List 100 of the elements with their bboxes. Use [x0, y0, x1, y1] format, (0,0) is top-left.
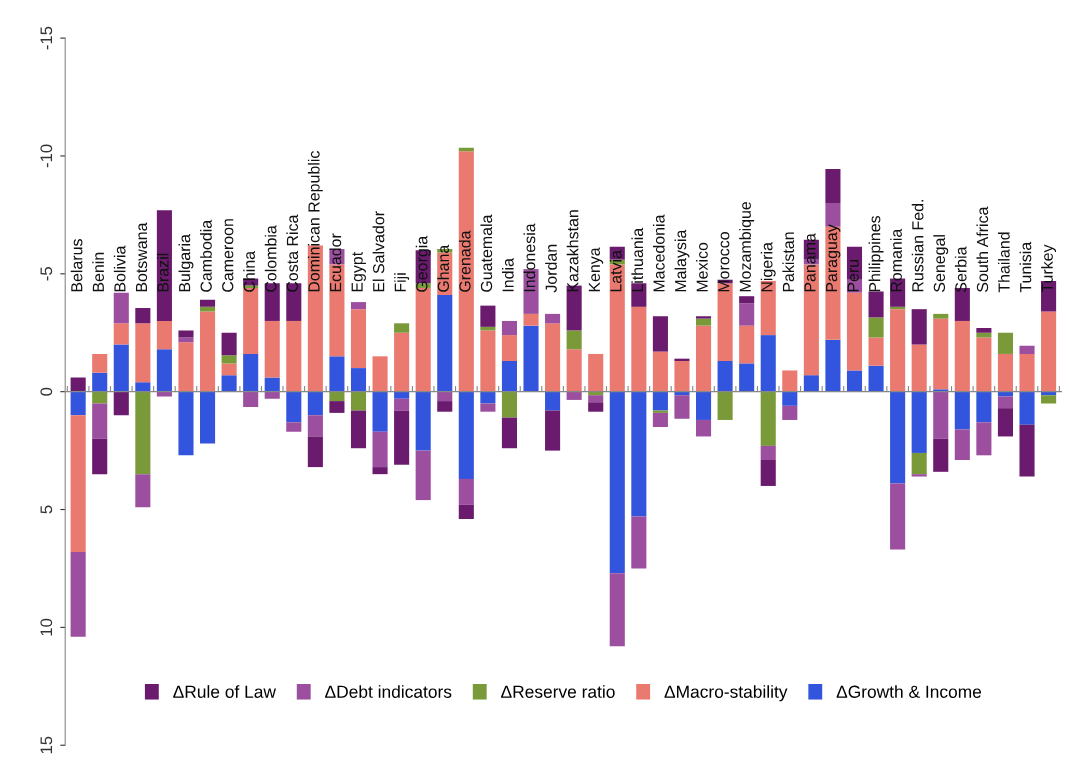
bar	[394, 323, 410, 333]
x-tick-label: Pakistan	[782, 232, 795, 292]
bar	[695, 419, 712, 437]
bar	[717, 391, 733, 420]
x-tick-label: Panama	[804, 233, 816, 292]
bar	[652, 391, 668, 411]
bar	[135, 474, 151, 508]
bar	[156, 320, 172, 350]
bar	[350, 309, 367, 369]
bar	[394, 391, 410, 399]
bar	[135, 323, 151, 383]
bar	[286, 422, 302, 432]
bar	[695, 391, 712, 420]
y-tick-label: 0	[40, 387, 53, 396]
x-tick-label: China	[243, 250, 255, 292]
bar	[609, 391, 625, 574]
x-tick-label: Colombia	[264, 225, 277, 292]
bar	[782, 405, 798, 420]
bar	[846, 292, 863, 371]
bar	[199, 306, 216, 312]
bar	[221, 375, 237, 392]
bar	[760, 460, 776, 486]
bar	[997, 332, 1013, 354]
bar	[782, 370, 798, 392]
bar	[437, 401, 453, 412]
bar	[1041, 311, 1057, 392]
x-tick-label: Mozambique	[739, 201, 755, 292]
bar	[307, 391, 323, 416]
legend-label: ΔMacro-stability	[664, 685, 788, 702]
bar	[760, 335, 776, 392]
bar	[501, 361, 517, 392]
bar	[178, 391, 194, 456]
bar	[868, 365, 884, 392]
bar	[135, 391, 151, 475]
x-tick-label: Egypt	[351, 251, 366, 292]
bar	[286, 320, 302, 392]
bar	[976, 391, 992, 423]
bar	[1019, 353, 1035, 392]
x-tick-label: Grenada	[458, 230, 471, 292]
bar	[221, 355, 237, 364]
bar	[394, 332, 410, 392]
bar	[113, 292, 129, 324]
bar	[674, 391, 690, 396]
bar	[221, 332, 237, 356]
x-tick-label: Indonesia	[523, 223, 536, 292]
bar	[868, 337, 884, 366]
x-tick-label: Brazil	[156, 253, 169, 292]
bar	[199, 299, 216, 307]
bar	[545, 410, 561, 451]
bar	[70, 551, 86, 637]
y-tick-label: -10	[40, 144, 53, 168]
x-tick-label: Russian Fed.	[911, 200, 924, 292]
bar	[70, 391, 86, 416]
bar	[501, 335, 517, 362]
bar	[911, 474, 927, 477]
x-tick-label: Ghana	[437, 244, 450, 292]
bar	[652, 412, 668, 428]
bar	[631, 306, 647, 392]
bar	[911, 391, 927, 453]
bar	[113, 323, 129, 345]
bar	[739, 363, 755, 392]
bar	[329, 391, 345, 402]
x-tick-label: Botswana	[135, 222, 148, 292]
x-tick-label: Bulgaria	[178, 234, 194, 292]
bar	[178, 330, 194, 338]
bar	[846, 370, 863, 392]
bar	[868, 291, 884, 318]
bar	[458, 391, 474, 479]
bar	[264, 320, 280, 378]
bar	[1041, 395, 1057, 404]
bar	[501, 320, 517, 336]
x-tick-label: Fiji	[394, 273, 410, 292]
bar	[243, 353, 259, 392]
x-tick-label: Senegal	[933, 235, 949, 292]
bar	[566, 391, 582, 400]
bar	[695, 325, 712, 392]
bar	[545, 313, 561, 324]
bar	[976, 328, 992, 333]
bar	[286, 391, 302, 423]
bar	[394, 398, 410, 411]
y-tick-label: 5	[40, 505, 53, 514]
bar	[890, 483, 906, 550]
bar	[372, 356, 388, 392]
x-tick-label: Kenya	[588, 247, 604, 292]
x-tick-label: Belarus	[70, 239, 83, 292]
bar	[178, 337, 194, 343]
bar	[199, 311, 216, 392]
bar	[545, 323, 561, 392]
bar	[437, 295, 453, 392]
y-tick-label: -5	[40, 267, 53, 281]
x-tick-label: Macedonia	[652, 214, 665, 292]
bar	[264, 377, 280, 392]
bar	[307, 436, 323, 468]
bar	[933, 313, 949, 319]
bar	[782, 391, 798, 406]
x-tick-label: Philippines	[868, 216, 884, 292]
bar	[135, 382, 151, 392]
bar	[350, 302, 367, 310]
bar	[739, 303, 755, 326]
bar	[588, 353, 604, 392]
